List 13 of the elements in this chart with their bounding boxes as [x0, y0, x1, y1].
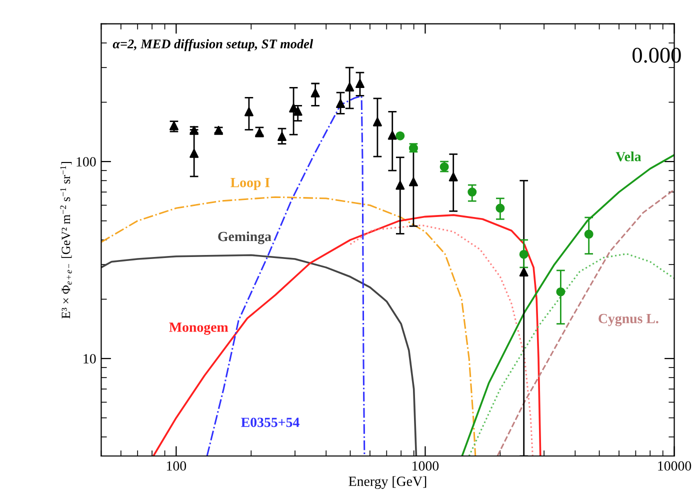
- series-label: Geminga: [218, 231, 272, 244]
- x-tick-label: 10000: [658, 461, 692, 471]
- series-label: E0355+54: [241, 418, 300, 428]
- x-tick-label: 100: [166, 461, 186, 471]
- x-tick-label: 1000: [412, 461, 439, 471]
- text: α=2, MED diffusion setup, ST model: [112, 38, 314, 52]
- series-label: Cygnus L.: [598, 314, 658, 326]
- series-label: Loop I: [230, 178, 270, 190]
- y-tick-label: 10: [84, 354, 96, 364]
- x-axis-title: Energy [GeV]: [348, 476, 426, 489]
- series-label: Vela: [616, 152, 642, 162]
- text: E³ × Φ$_{e+e−}$ [GeV² m$^{−2}$ s$^{−1}$ sr$^{−1}$]: [60, 162, 72, 319]
- series-label: Monogem: [169, 322, 228, 335]
